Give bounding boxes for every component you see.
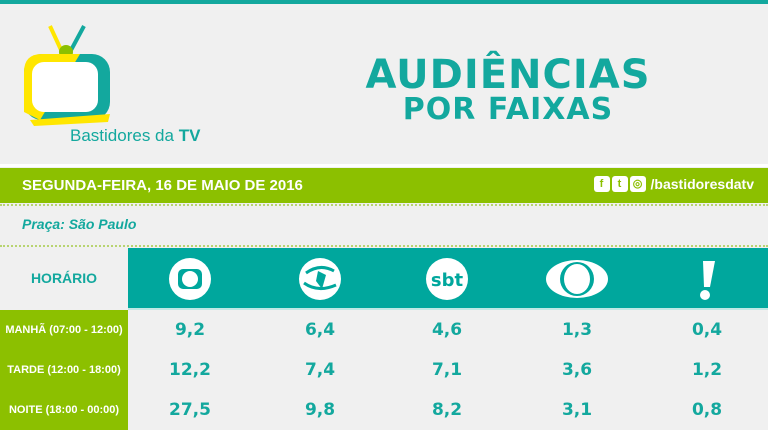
divider (0, 164, 768, 167)
value-cell: 1,3 (561, 320, 593, 340)
top-accent-bar (0, 0, 768, 4)
channel-header: sbt (128, 248, 768, 309)
table-header: HORÁRIO sbt (0, 248, 768, 309)
record-logo-icon (299, 258, 341, 300)
row-label: MANHÃ (07:00 - 12:00) (0, 310, 128, 350)
page-title: AUDIÊNCIAS (365, 52, 651, 98)
value-cell: 7,1 (431, 360, 463, 380)
horario-header: HORÁRIO (0, 248, 128, 309)
date-bar: SEGUNDA-FEIRA, 16 DE MAIO DE 2016 f t ◎ … (0, 168, 768, 203)
facebook-icon[interactable]: f (593, 176, 610, 192)
header-underline (128, 308, 768, 310)
tv-logo-icon (24, 25, 110, 126)
value-cell: 0,4 (691, 320, 723, 340)
dotted-divider (0, 245, 768, 247)
value-cell: 1,2 (691, 360, 723, 380)
row-label: TARDE (12:00 - 18:00) (0, 350, 128, 390)
value-cell: 12,2 (169, 360, 211, 380)
svg-text:sbt: sbt (431, 270, 464, 291)
band-logo-icon (546, 260, 608, 298)
brand-name: Bastidores da TV (70, 126, 201, 145)
value-cell: 8,2 (431, 400, 463, 420)
social-handle[interactable]: /bastidoresdatv (650, 176, 754, 192)
table-row: TARDE (12:00 - 18:00) 12,2 7,4 7,1 3,6 1… (0, 350, 768, 390)
social-links[interactable]: f t ◎ /bastidoresdatv (593, 176, 754, 192)
value-cell: 3,6 (561, 360, 593, 380)
value-cell: 7,4 (304, 360, 336, 380)
table-row: NOITE (18:00 - 00:00) 27,5 9,8 8,2 3,1 0… (0, 390, 768, 430)
value-cell: 27,5 (169, 400, 211, 420)
sbt-logo-icon: sbt (426, 258, 468, 300)
page-subtitle: POR FAIXAS (402, 92, 614, 127)
value-cell: 9,2 (174, 320, 206, 340)
instagram-icon[interactable]: ◎ (629, 176, 646, 192)
twitter-icon[interactable]: t (611, 176, 628, 192)
value-cell: 9,8 (304, 400, 336, 420)
praca-label: Praça: São Paulo (22, 216, 137, 232)
dotted-divider (0, 204, 768, 206)
table-row: MANHÃ (07:00 - 12:00) 9,2 6,4 4,6 1,3 0,… (0, 310, 768, 350)
date-text: SEGUNDA-FEIRA, 16 DE MAIO DE 2016 (22, 177, 303, 194)
globo-logo-icon (169, 258, 211, 300)
value-cell: 0,8 (691, 400, 723, 420)
header: Bastidores da TV AUDIÊNCIAS POR FAIXAS (0, 4, 768, 164)
value-cell: 3,1 (561, 400, 593, 420)
redetv-logo-icon (700, 261, 715, 300)
value-cell: 6,4 (304, 320, 336, 340)
value-cell: 4,6 (431, 320, 463, 340)
row-label: NOITE (18:00 - 00:00) (0, 390, 128, 430)
